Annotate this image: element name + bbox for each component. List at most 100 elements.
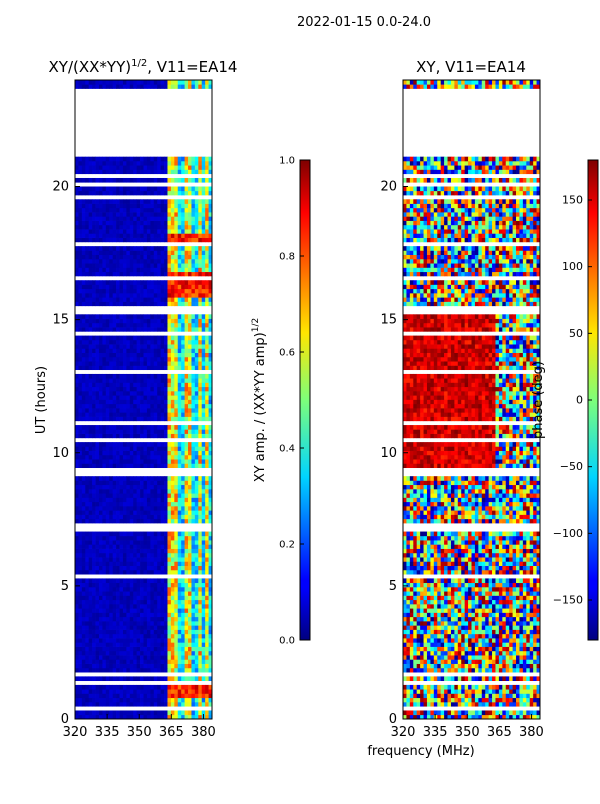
amp-heatmap-cell	[157, 374, 161, 379]
amp-heatmap-cell	[75, 187, 79, 192]
amp-heatmap-cell	[89, 630, 93, 635]
amp-heatmap-cell	[102, 204, 106, 209]
amp-heatmap-cell	[198, 374, 202, 379]
amp-heatmap-cell	[113, 651, 117, 656]
phase-heatmap-cell	[495, 710, 499, 715]
amp-heatmap-cell	[195, 327, 199, 332]
amp-heatmap-cell	[157, 404, 161, 409]
amp-heatmap-cell	[99, 604, 103, 609]
amp-heatmap-cell	[195, 319, 199, 324]
amp-heatmap-cell	[109, 297, 113, 302]
amp-heatmap-cell	[137, 255, 141, 260]
amp-heatmap-cell	[185, 442, 189, 447]
amp-heatmap-cell	[92, 344, 96, 349]
amp-heatmap-cell	[167, 540, 171, 545]
phase-heatmap-cell	[492, 693, 496, 698]
amp-heatmap-cell	[198, 319, 202, 324]
amp-heatmap-cell	[171, 434, 175, 439]
amp-heatmap-cell	[85, 250, 89, 255]
amp-heatmap-cell	[109, 685, 113, 690]
amp-heatmap-cell	[89, 302, 93, 307]
amp-heatmap-cell	[185, 485, 189, 490]
amp-heatmap-cell	[137, 676, 141, 681]
amp-heatmap-cell	[157, 570, 161, 575]
amp-heatmap-cell	[109, 446, 113, 451]
amp-heatmap-cell	[99, 323, 103, 328]
amp-heatmap-cell	[188, 570, 192, 575]
amp-heatmap-cell	[123, 425, 127, 430]
amp-heatmap-cell	[120, 578, 124, 583]
amp-heatmap-cell	[150, 297, 154, 302]
amp-heatmap-cell	[191, 600, 195, 605]
amp-heatmap-cell	[96, 625, 100, 630]
amp-heatmap-cell	[123, 284, 127, 289]
amp-heatmap-cell	[120, 442, 124, 447]
amp-heatmap-cell	[198, 204, 202, 209]
amp-heatmap-cell	[150, 204, 154, 209]
amp-heatmap-cell	[75, 293, 79, 298]
amp-heatmap-cell	[185, 497, 189, 502]
amp-heatmap-cell	[171, 357, 175, 362]
amp-heatmap-cell	[195, 642, 199, 647]
amp-heatmap-cell	[181, 617, 185, 622]
amp-heatmap-cell	[140, 536, 144, 541]
amp-heatmap-cell	[178, 638, 182, 643]
amp-heatmap-cell	[82, 532, 86, 537]
amp-heatmap-cell	[99, 630, 103, 635]
amp-heatmap-cell	[167, 302, 171, 307]
amp-heatmap-cell	[137, 417, 141, 422]
amp-heatmap-cell	[188, 617, 192, 622]
amp-heatmap-cell	[147, 510, 151, 515]
amp-heatmap-cell	[130, 519, 134, 524]
amp-heatmap-cell	[109, 570, 113, 575]
amp-heatmap-cell	[167, 259, 171, 264]
amp-heatmap-cell	[99, 374, 103, 379]
amp-heatmap-cell	[140, 659, 144, 664]
amp-heatmap-cell	[92, 157, 96, 162]
amp-heatmap-cell	[133, 348, 137, 353]
amp-heatmap-cell	[106, 319, 110, 324]
amp-heatmap-cell	[102, 591, 106, 596]
amp-heatmap-cell	[78, 233, 82, 238]
amp-heatmap-cell	[82, 446, 86, 451]
amp-heatmap-cell	[126, 84, 130, 89]
amp-heatmap-cell	[133, 199, 137, 204]
amp-heatmap-cell	[109, 485, 113, 490]
phase-heatmap-cell	[482, 698, 486, 703]
amp-heatmap-cell	[181, 434, 185, 439]
amp-heatmap-cell	[167, 451, 171, 456]
amp-heatmap-cell	[102, 84, 106, 89]
amp-heatmap-cell	[75, 191, 79, 196]
amp-heatmap-cell	[178, 625, 182, 630]
amp-heatmap-cell	[147, 336, 151, 341]
amp-heatmap-cell	[113, 365, 117, 370]
phase-heatmap-cell	[448, 710, 452, 715]
amp-heatmap-cell	[133, 289, 137, 294]
amp-heatmap-cell	[89, 604, 93, 609]
amp-heatmap-cell	[188, 536, 192, 541]
amp-heatmap-cell	[195, 625, 199, 630]
amp-heatmap-cell	[120, 199, 124, 204]
amp-heatmap-cell	[174, 344, 178, 349]
amp-heatmap-cell	[109, 630, 113, 635]
amp-heatmap-cell	[96, 446, 100, 451]
amp-heatmap-cell	[178, 429, 182, 434]
amp-heatmap-cell	[92, 348, 96, 353]
amp-heatmap-cell	[185, 80, 189, 85]
amp-heatmap-cell	[171, 157, 175, 162]
amp-heatmap-cell	[181, 655, 185, 660]
amp-heatmap-cell	[106, 165, 110, 170]
amp-heatmap-cell	[144, 344, 148, 349]
amp-heatmap-cell	[191, 225, 195, 230]
amp-heatmap-cell	[102, 651, 106, 656]
amp-heatmap-cell	[178, 621, 182, 626]
amp-heatmap-cell	[191, 412, 195, 417]
amp-heatmap-cell	[78, 212, 82, 217]
amp-heatmap-cell	[113, 702, 117, 707]
amp-heatmap-cell	[106, 225, 110, 230]
amp-heatmap-cell	[188, 651, 192, 656]
amp-heatmap-cell	[123, 621, 127, 626]
amp-heatmap-cell	[195, 382, 199, 387]
amp-heatmap-cell	[116, 357, 120, 362]
amp-heatmap-cell	[147, 536, 151, 541]
